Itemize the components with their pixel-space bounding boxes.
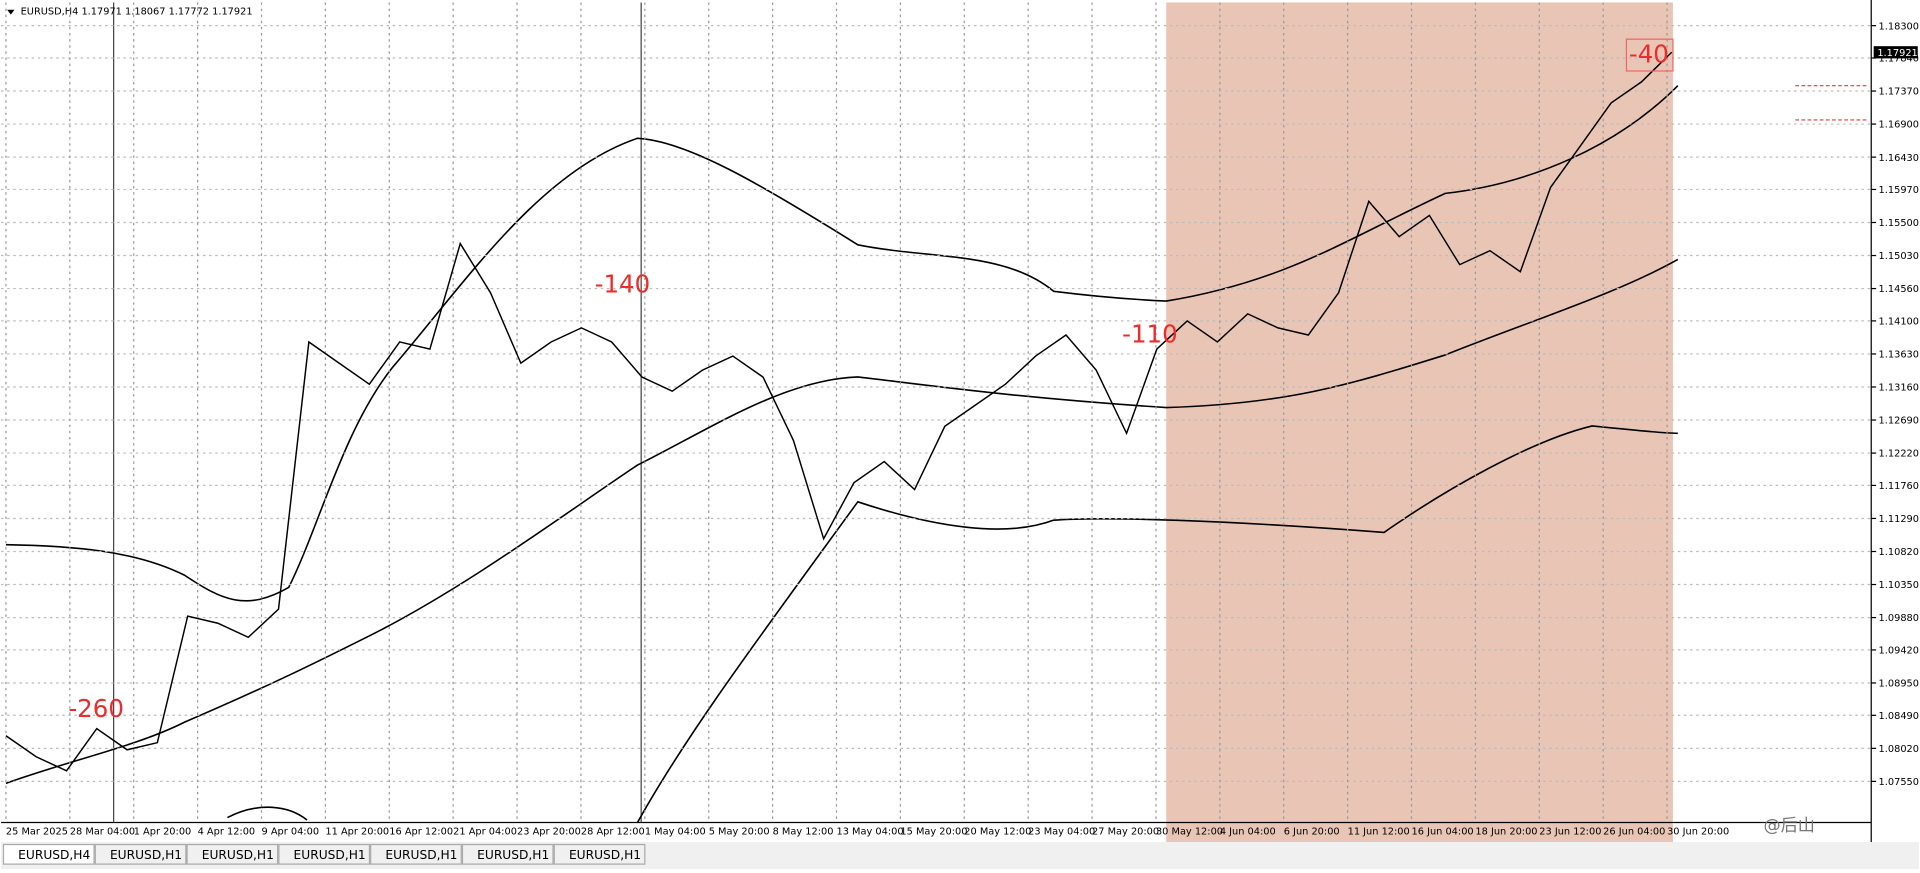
- price-label: 1.13160: [1879, 383, 1919, 394]
- time-label: 13 May 04:00: [837, 827, 904, 838]
- price-label: 1.14560: [1879, 284, 1919, 295]
- band-lower: [636, 425, 1678, 823]
- current-price-box: [1873, 46, 1918, 59]
- price-label: 1.09420: [1879, 646, 1919, 657]
- tab[interactable]: [278, 843, 371, 865]
- tab-label[interactable]: EURUSD,H1: [294, 848, 366, 862]
- tab[interactable]: [2, 843, 95, 865]
- time-label: 27 May 20:00: [1092, 827, 1159, 838]
- price-label: 1.17370: [1879, 87, 1919, 98]
- chart-header: EURUSD,H4 1.17971 1.18067 1.17772 1.1792…: [21, 7, 253, 18]
- annotation-box: [1625, 38, 1674, 72]
- time-label: 1 May 04:00: [645, 827, 706, 838]
- tab-label[interactable]: EURUSD,H4: [18, 848, 90, 862]
- time-label: 5 May 20:00: [709, 827, 770, 838]
- price-label: 1.17840: [1879, 54, 1919, 65]
- current-price-label: 1.17921: [1877, 48, 1917, 59]
- tab[interactable]: [370, 843, 462, 865]
- time-label: 30 May 12:00: [1156, 827, 1223, 838]
- time-label: 23 May 04:00: [1028, 827, 1095, 838]
- time-label: 6 Jun 20:00: [1284, 827, 1340, 838]
- price-label: 1.12220: [1879, 449, 1919, 460]
- time-label: 18 Jun 20:00: [1475, 827, 1537, 838]
- tab[interactable]: [186, 843, 279, 865]
- price-label: 1.15970: [1879, 185, 1919, 196]
- annotation: -140: [595, 270, 651, 299]
- time-label: 20 May 12:00: [964, 827, 1031, 838]
- time-label: 23 Apr 20:00: [517, 827, 581, 838]
- time-label: 16 Apr 12:00: [389, 827, 453, 838]
- time-label: 21 Apr 04:00: [453, 827, 517, 838]
- price-label: 1.16430: [1879, 153, 1919, 164]
- price-label: 1.15030: [1879, 251, 1919, 262]
- tab-label[interactable]: EURUSD,H1: [569, 848, 641, 862]
- price-line: [5, 51, 1673, 772]
- tab-label[interactable]: EURUSD,H1: [477, 848, 549, 862]
- annotation: -260: [68, 694, 124, 723]
- time-label: 30 Jun 20:00: [1667, 827, 1729, 838]
- time-label: 4 Jun 04:00: [1220, 827, 1276, 838]
- time-label: 11 Jun 12:00: [1348, 827, 1410, 838]
- price-label: 1.10350: [1879, 580, 1919, 591]
- price-label: 1.08950: [1879, 679, 1919, 690]
- tab-label[interactable]: EURUSD,H1: [110, 848, 182, 862]
- price-label: 1.16900: [1879, 120, 1919, 131]
- time-label: 25 Mar 2025: [6, 827, 68, 838]
- tab[interactable]: [94, 843, 187, 865]
- time-label: 16 Jun 04:00: [1412, 827, 1474, 838]
- price-label: 1.08020: [1879, 744, 1919, 755]
- band-upper: [5, 85, 1679, 602]
- time-label: 23 Jun 12:00: [1539, 827, 1601, 838]
- time-label: 11 Apr 20:00: [325, 827, 389, 838]
- time-label: 4 Apr 12:00: [198, 827, 256, 838]
- time-label: 15 May 20:00: [900, 827, 967, 838]
- price-label: 1.14100: [1879, 317, 1919, 328]
- annotation: -40: [1629, 39, 1669, 68]
- time-label: 26 Jun 04:00: [1603, 827, 1665, 838]
- annotation: -110: [1122, 320, 1178, 349]
- price-label: 1.09880: [1879, 613, 1919, 624]
- time-label: 1 Apr 20:00: [134, 827, 192, 838]
- price-label: 1.13630: [1879, 350, 1919, 361]
- time-label: 28 Apr 12:00: [581, 827, 645, 838]
- price-label: 1.11290: [1879, 514, 1919, 525]
- band-middle: [5, 258, 1679, 785]
- price-label: 1.11760: [1879, 481, 1919, 492]
- highlight-zone: [1166, 2, 1673, 843]
- header-arrow: [7, 9, 15, 15]
- watermark: @后山: [1764, 816, 1815, 836]
- price-label: 1.12690: [1879, 416, 1919, 427]
- price-label: 1.18300: [1879, 21, 1919, 32]
- time-label: 8 May 12:00: [773, 827, 834, 838]
- time-label: 28 Mar 04:00: [70, 827, 135, 838]
- price-label: 1.08490: [1879, 711, 1919, 722]
- tab[interactable]: [461, 843, 554, 865]
- band-lower-fragment: [227, 806, 308, 821]
- tab-label[interactable]: EURUSD,H1: [385, 848, 457, 862]
- price-label: 1.07550: [1879, 777, 1919, 788]
- time-label: 9 Apr 04:00: [261, 827, 319, 838]
- price-label: 1.15500: [1879, 218, 1919, 229]
- tab[interactable]: [553, 843, 646, 865]
- price-label: 1.10820: [1879, 547, 1919, 558]
- tab-label[interactable]: EURUSD,H1: [202, 848, 274, 862]
